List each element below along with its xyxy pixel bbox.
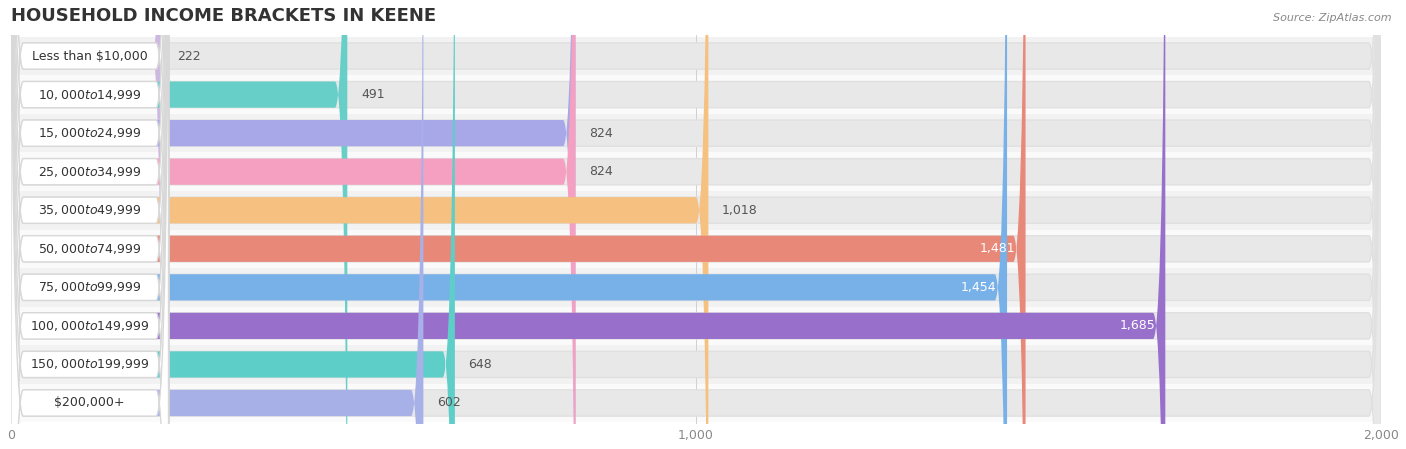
Text: 1,685: 1,685 (1119, 319, 1156, 332)
FancyBboxPatch shape (11, 0, 169, 449)
Bar (0, 345, 1406, 384)
FancyBboxPatch shape (11, 0, 1381, 449)
FancyBboxPatch shape (11, 0, 1025, 449)
FancyBboxPatch shape (11, 0, 169, 449)
Bar (0, 191, 1406, 229)
Text: $25,000 to $34,999: $25,000 to $34,999 (38, 165, 142, 179)
Bar (0, 75, 1406, 114)
Bar (0, 307, 1406, 345)
Text: 602: 602 (437, 396, 461, 409)
FancyBboxPatch shape (11, 0, 1381, 449)
FancyBboxPatch shape (11, 0, 1381, 449)
Text: 824: 824 (589, 127, 613, 140)
Text: $150,000 to $199,999: $150,000 to $199,999 (30, 357, 149, 371)
FancyBboxPatch shape (11, 0, 1007, 449)
FancyBboxPatch shape (11, 0, 1381, 449)
Text: 222: 222 (177, 49, 201, 62)
FancyBboxPatch shape (11, 0, 347, 449)
Bar (0, 152, 1406, 191)
Text: Source: ZipAtlas.com: Source: ZipAtlas.com (1274, 13, 1392, 23)
Bar (0, 268, 1406, 307)
Text: 1,481: 1,481 (980, 242, 1015, 255)
Text: 648: 648 (468, 358, 492, 371)
Text: $200,000+: $200,000+ (55, 396, 125, 409)
FancyBboxPatch shape (11, 0, 169, 449)
FancyBboxPatch shape (11, 0, 169, 449)
FancyBboxPatch shape (11, 0, 169, 449)
Bar (0, 229, 1406, 268)
FancyBboxPatch shape (11, 0, 1166, 449)
FancyBboxPatch shape (11, 0, 1381, 449)
FancyBboxPatch shape (11, 0, 169, 449)
Text: $75,000 to $99,999: $75,000 to $99,999 (38, 280, 142, 295)
FancyBboxPatch shape (11, 0, 1381, 449)
Text: $100,000 to $149,999: $100,000 to $149,999 (30, 319, 149, 333)
FancyBboxPatch shape (11, 0, 456, 449)
FancyBboxPatch shape (11, 0, 169, 449)
FancyBboxPatch shape (11, 0, 163, 449)
Bar (0, 37, 1406, 75)
FancyBboxPatch shape (11, 0, 1381, 449)
FancyBboxPatch shape (11, 0, 575, 449)
Text: 1,454: 1,454 (962, 281, 997, 294)
FancyBboxPatch shape (11, 0, 575, 449)
FancyBboxPatch shape (11, 0, 423, 449)
Text: HOUSEHOLD INCOME BRACKETS IN KEENE: HOUSEHOLD INCOME BRACKETS IN KEENE (11, 7, 436, 25)
Text: 491: 491 (361, 88, 385, 101)
FancyBboxPatch shape (11, 0, 1381, 449)
FancyBboxPatch shape (11, 0, 1381, 449)
FancyBboxPatch shape (11, 0, 1381, 449)
Text: Less than $10,000: Less than $10,000 (32, 49, 148, 62)
Text: $15,000 to $24,999: $15,000 to $24,999 (38, 126, 142, 140)
Text: 1,018: 1,018 (723, 204, 758, 217)
Text: $50,000 to $74,999: $50,000 to $74,999 (38, 242, 142, 256)
FancyBboxPatch shape (11, 0, 709, 449)
Text: 824: 824 (589, 165, 613, 178)
FancyBboxPatch shape (11, 0, 169, 449)
FancyBboxPatch shape (11, 0, 169, 449)
FancyBboxPatch shape (11, 0, 169, 449)
Bar (0, 384, 1406, 422)
Text: $35,000 to $49,999: $35,000 to $49,999 (38, 203, 142, 217)
Bar (0, 114, 1406, 152)
Text: $10,000 to $14,999: $10,000 to $14,999 (38, 88, 142, 101)
